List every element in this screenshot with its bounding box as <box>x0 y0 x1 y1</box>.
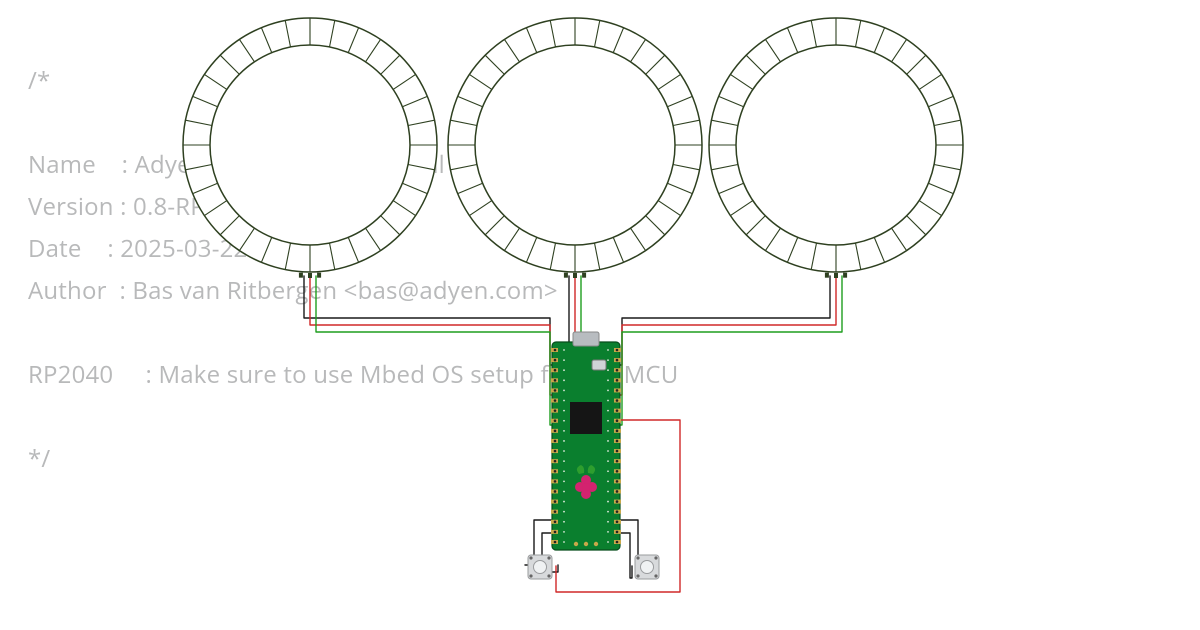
push-button-1 <box>635 555 659 579</box>
wire <box>304 276 556 365</box>
wire <box>616 276 836 395</box>
wiring-diagram <box>0 0 1200 630</box>
led-ring-2 <box>709 18 963 278</box>
raspberry-pi-pico <box>551 332 621 550</box>
wire <box>316 276 556 425</box>
led-ring-1 <box>448 18 702 278</box>
wire <box>616 520 648 558</box>
led-ring-0 <box>183 18 437 278</box>
wire <box>616 276 830 365</box>
wire <box>616 276 842 425</box>
push-button-0 <box>528 555 552 579</box>
wire <box>310 276 556 395</box>
